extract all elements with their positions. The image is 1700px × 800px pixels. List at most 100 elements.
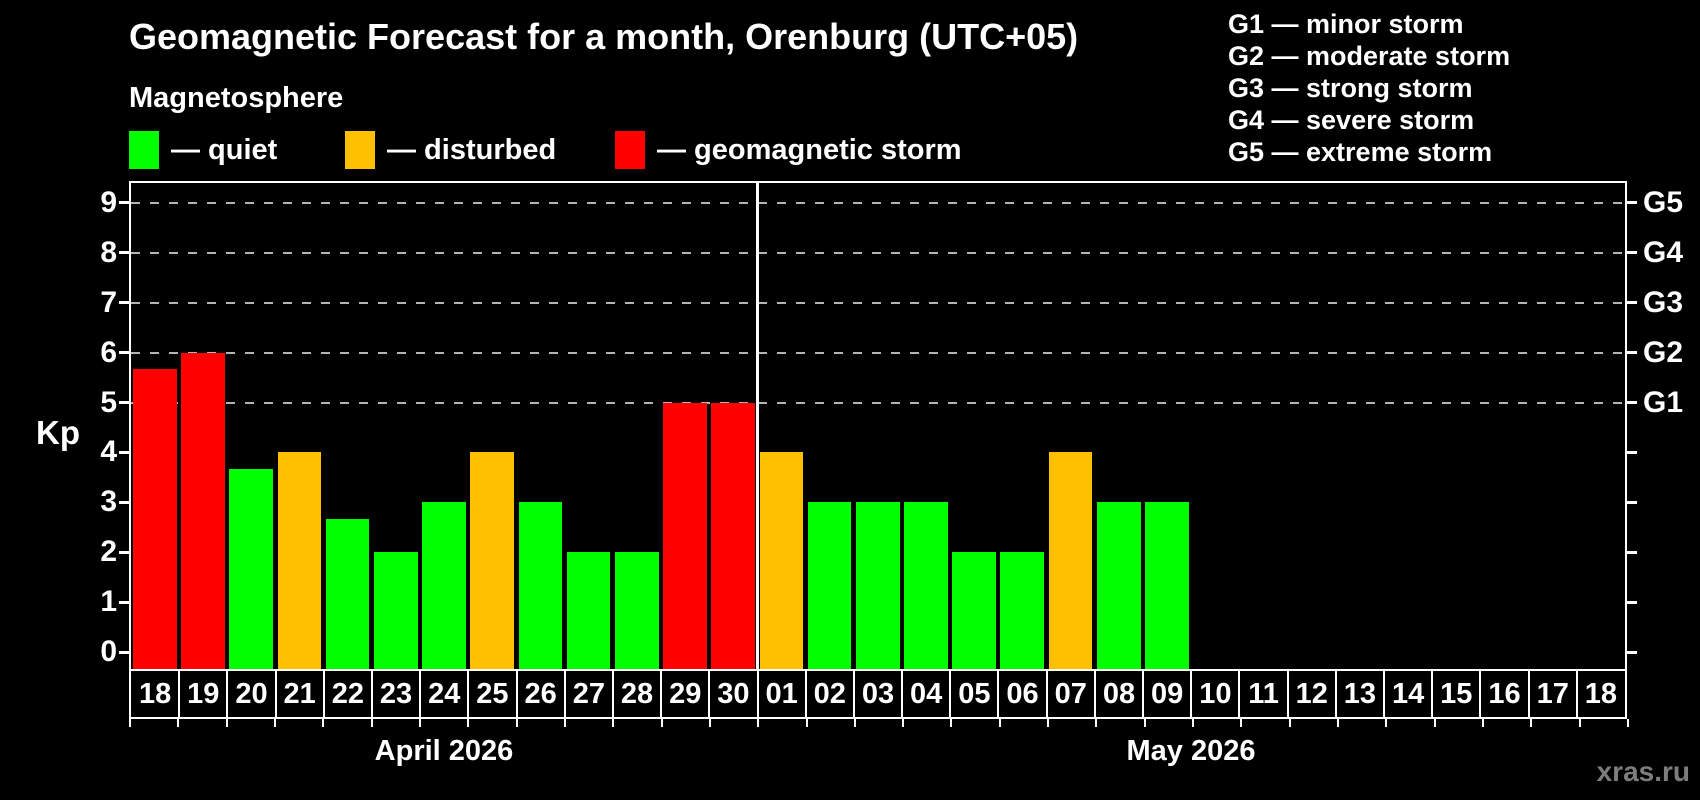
kp-bar-april-30	[711, 402, 755, 669]
kp-bar-may-01	[759, 452, 804, 669]
gridline-kp5	[131, 401, 1625, 404]
storm-scale-legend: G1 — minor storm G2 — moderate storm G3 …	[1228, 8, 1510, 168]
date-cell-separator	[467, 671, 470, 717]
date-cell-april-29: 29	[669, 678, 702, 710]
bottom-axis-tick	[950, 719, 953, 727]
gridline-kp9	[131, 201, 1625, 204]
kp-bar-april-26	[518, 502, 563, 669]
date-cell-separator	[515, 671, 518, 717]
y-tick-right-4	[1627, 450, 1637, 454]
y-tick-right-9	[1627, 201, 1637, 205]
y-tick-right-2	[1627, 550, 1637, 554]
bottom-axis-tick	[853, 719, 856, 727]
date-cell-may-12: 12	[1295, 678, 1328, 710]
date-cell-april-19: 19	[187, 678, 220, 710]
date-cell-april-23: 23	[379, 678, 413, 710]
date-cell-may-08: 08	[1102, 678, 1136, 710]
month-divider	[756, 183, 760, 669]
date-cell-may-07: 07	[1054, 678, 1087, 710]
right-axis-label-g1: G1	[1643, 385, 1684, 419]
date-axis-row	[129, 669, 1627, 719]
date-cell-may-01: 01	[765, 678, 798, 710]
date-cell-april-28: 28	[620, 678, 654, 710]
y-tick-left-7	[119, 301, 129, 305]
date-cell-separator	[708, 671, 711, 717]
right-axis-label-g4: G4	[1643, 235, 1684, 269]
storm-scale-g1: G1 — minor storm	[1228, 9, 1464, 39]
y-tick-right-8	[1627, 251, 1637, 255]
date-cell-separator	[274, 671, 277, 717]
date-cell-april-24: 24	[428, 678, 461, 710]
bottom-axis-tick	[225, 719, 228, 727]
date-cell-separator	[1142, 671, 1145, 717]
bottom-axis-tick	[273, 719, 276, 727]
date-cell-april-20: 20	[235, 678, 268, 710]
date-cell-separator	[1286, 671, 1289, 717]
date-cell-april-21: 21	[283, 678, 316, 710]
right-axis-label-g3: G3	[1643, 285, 1684, 319]
date-cell-may-11: 11	[1248, 678, 1279, 710]
y-tick-label-9: 9	[100, 185, 117, 219]
bottom-axis-tick	[805, 719, 808, 727]
date-cell-separator	[419, 671, 422, 717]
kp-bar-april-24	[422, 502, 466, 669]
right-axis-label-g2: G2	[1643, 335, 1684, 369]
storm-color-swatch	[615, 131, 645, 169]
date-cell-april-25: 25	[476, 678, 509, 710]
disturbed-color-swatch	[345, 131, 375, 169]
bottom-axis-tick	[1143, 719, 1146, 727]
y-tick-left-2	[119, 550, 129, 554]
y-tick-label-6: 6	[100, 335, 117, 369]
plot-area	[129, 181, 1627, 669]
date-cell-separator	[1479, 671, 1482, 717]
bottom-axis-tick	[467, 719, 470, 727]
date-cell-separator	[997, 671, 1000, 717]
page-title: Geomagnetic Forecast for a month, Orenbu…	[129, 16, 1079, 57]
date-cell-separator	[660, 671, 663, 717]
kp-bar-april-20	[229, 468, 274, 669]
date-cell-april-30: 30	[717, 678, 750, 710]
date-cell-may-10: 10	[1199, 678, 1232, 710]
bottom-axis-tick	[902, 719, 905, 727]
y-tick-label-8: 8	[100, 235, 117, 269]
bottom-axis-tick	[1627, 719, 1629, 727]
kp-bar-april-18	[133, 369, 177, 669]
y-tick-left-6	[119, 351, 129, 355]
kp-bar-may-09	[1145, 502, 1189, 669]
kp-bar-may-04	[904, 502, 948, 669]
bottom-axis-tick	[129, 719, 131, 727]
bottom-axis-tick	[660, 719, 663, 727]
watermark: xras.ru	[1596, 756, 1690, 787]
storm-scale-g2: G2 — moderate storm	[1228, 41, 1511, 71]
date-cell-separator	[1190, 671, 1193, 717]
date-cell-separator	[1238, 671, 1241, 717]
kp-bar-april-29	[663, 402, 707, 669]
bottom-axis-tick	[418, 719, 421, 727]
bottom-axis-tick	[1095, 719, 1098, 727]
date-cell-separator	[949, 671, 952, 717]
y-tick-label-1: 1	[100, 585, 117, 619]
date-cell-april-26: 26	[524, 678, 557, 710]
y-tick-right-1	[1627, 600, 1637, 604]
date-cell-separator	[1045, 671, 1048, 717]
y-tick-label-3: 3	[100, 485, 117, 519]
date-cell-april-22: 22	[331, 678, 364, 710]
y-tick-left-3	[119, 500, 129, 504]
date-cell-may-14: 14	[1391, 678, 1425, 710]
bottom-axis-tick	[998, 719, 1001, 727]
date-cell-separator	[852, 671, 855, 717]
bottom-axis-tick	[1578, 719, 1581, 727]
bottom-axis-tick	[515, 719, 518, 727]
y-tick-left-0	[119, 650, 129, 654]
date-cell-separator	[1527, 671, 1530, 717]
date-cell-may-17: 17	[1536, 678, 1569, 710]
legend-label-storm: — geomagnetic storm	[657, 134, 962, 166]
storm-scale-g3: G3 — strong storm	[1228, 73, 1473, 103]
date-cell-separator	[1431, 671, 1434, 717]
bottom-axis-tick	[563, 719, 566, 727]
month-label-april: April 2026	[374, 735, 514, 767]
y-tick-right-5	[1627, 401, 1637, 404]
kp-bar-april-21	[277, 452, 322, 669]
date-cell-may-09: 09	[1151, 678, 1184, 710]
